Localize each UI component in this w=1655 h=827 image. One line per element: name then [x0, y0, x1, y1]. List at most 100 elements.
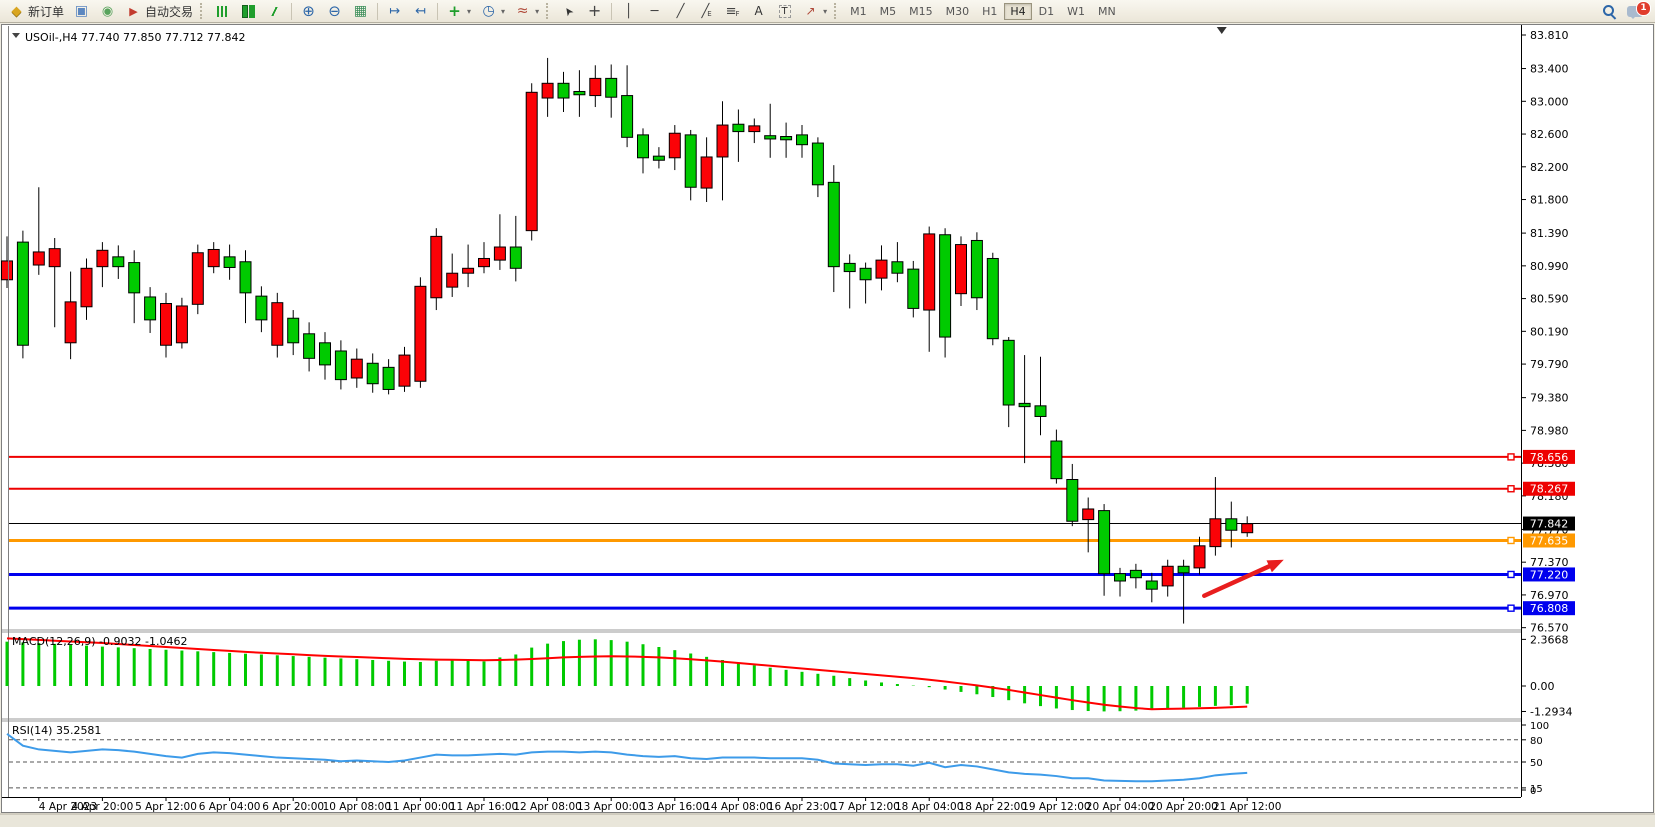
- candle-body: [319, 342, 331, 366]
- auto-scroll-button[interactable]: [382, 0, 407, 22]
- vertical-line-button[interactable]: [616, 0, 641, 22]
- time-axis-label: 20 Apr 04:00: [1086, 801, 1154, 813]
- timeframe-m30-button[interactable]: M30: [945, 4, 970, 18]
- candle-body: [525, 91, 538, 232]
- candle-body: [1034, 405, 1047, 417]
- time-axis-label: 21 Apr 12:00: [1213, 801, 1281, 813]
- new-chart-button[interactable]: ▾: [442, 0, 475, 22]
- timeframe-h1-button[interactable]: H1: [982, 4, 998, 18]
- candle-body: [923, 233, 936, 311]
- candle-body: [430, 235, 443, 299]
- price-axis-tick-label: 80.590: [1530, 293, 1569, 306]
- candle-body: [334, 350, 347, 381]
- bar-chart-icon: [214, 3, 231, 20]
- symbol-dropdown-icon[interactable]: [12, 33, 20, 38]
- level-line-handle[interactable]: [1507, 485, 1515, 493]
- candle-body: [1177, 565, 1190, 574]
- zoom-in-button[interactable]: [296, 0, 321, 22]
- timeframe-mn-button[interactable]: MN: [1098, 4, 1116, 18]
- candle-body: [637, 134, 649, 159]
- level-line-handle[interactable]: [1507, 604, 1515, 612]
- time-axis-label: 4 Apr 2023: [39, 801, 97, 813]
- time-axis-label: 18 Apr 04:00: [895, 801, 963, 813]
- level-line-handle[interactable]: [1507, 453, 1515, 461]
- zoom-out-icon: [326, 3, 343, 20]
- time-axis-label: 13 Apr 16:00: [641, 801, 709, 813]
- candle-body: [80, 267, 93, 308]
- zoom-out-button[interactable]: [322, 0, 347, 22]
- bar-chart-button[interactable]: [210, 0, 235, 22]
- macd-signal-line: [6, 637, 1248, 711]
- tile-windows-button[interactable]: [348, 0, 373, 22]
- toolbar-separator: [291, 2, 293, 20]
- time-axis-label: 14 Apr 08:00: [704, 801, 772, 813]
- candle-body: [811, 142, 824, 186]
- macd-label: MACD(12,26,9) -0.9032 -1.0462: [12, 635, 187, 648]
- horizontal-line-button[interactable]: [642, 0, 667, 22]
- fibonacci-button[interactable]: [720, 0, 745, 22]
- equidistant-channel-button[interactable]: [694, 0, 719, 22]
- time-axis-label: 11 Apr 16:00: [450, 801, 518, 813]
- level-line-handle[interactable]: [1507, 570, 1515, 579]
- toolbar-separator: [834, 3, 839, 19]
- rsi-line: [6, 733, 1248, 783]
- periods-button[interactable]: ▾: [476, 0, 509, 22]
- toolbar-separator: [200, 3, 205, 19]
- arrows-button[interactable]: ▾: [798, 0, 831, 22]
- candle-body: [668, 132, 681, 159]
- new-order-button[interactable]: 新订单: [4, 0, 68, 22]
- chart-shift-marker[interactable]: [1216, 27, 1227, 34]
- candle-body: [239, 261, 252, 294]
- trendline-button[interactable]: [668, 0, 693, 22]
- dropdown-arrow-icon: ▾: [501, 6, 506, 16]
- notifications-button[interactable]: 1: [1627, 0, 1651, 17]
- candle-body: [303, 333, 316, 359]
- equidistant-channel-icon: [698, 3, 715, 20]
- candle-body: [175, 305, 188, 344]
- candle-body: [700, 156, 713, 189]
- price-axis-tick-label: 81.390: [1530, 227, 1569, 240]
- candle-body: [509, 246, 522, 269]
- timeframe-m5-button[interactable]: M5: [879, 4, 897, 18]
- price-axis-tick-label: 82.600: [1530, 128, 1569, 141]
- indicators-button[interactable]: ▾: [510, 0, 543, 22]
- rsi-axis-label: 15: [1530, 784, 1543, 795]
- trend-arrow-head[interactable]: [1266, 559, 1284, 573]
- candle-body: [128, 262, 141, 294]
- timeframe-w1-button[interactable]: W1: [1067, 4, 1085, 18]
- zoom-in-icon: [300, 3, 317, 20]
- candle-body: [1066, 478, 1079, 522]
- crosshair-button[interactable]: [582, 0, 607, 22]
- rsi-axis-label: 80: [1530, 736, 1543, 747]
- auto-trading-button[interactable]: 自动交易: [121, 0, 197, 22]
- line-chart-button[interactable]: [262, 0, 287, 22]
- level-line-handle[interactable]: [1507, 536, 1515, 545]
- candle-body: [1114, 573, 1126, 582]
- timeframe-m15-button[interactable]: M15: [909, 4, 933, 18]
- trendline-icon: [672, 3, 689, 20]
- trend-arrow-annotation[interactable]: [1202, 564, 1272, 598]
- candle-body: [748, 125, 761, 133]
- profile-charts-button[interactable]: [69, 0, 94, 22]
- timeframe-h4-button[interactable]: H4: [1004, 2, 1032, 20]
- time-axis-label: 10 Apr 08:00: [323, 801, 391, 813]
- indicators-icon: [514, 3, 531, 20]
- timeframe-m1-button[interactable]: M1: [850, 4, 867, 18]
- signals-button[interactable]: [95, 0, 120, 22]
- text-button[interactable]: [746, 0, 771, 22]
- candle-body: [350, 358, 363, 379]
- chart-shift-button[interactable]: [408, 0, 433, 22]
- text-label-button[interactable]: [772, 0, 797, 22]
- search-icon[interactable]: [1602, 4, 1617, 19]
- candle-body: [684, 134, 697, 188]
- fibonacci-icon: [724, 3, 741, 20]
- toolbar-right-group: 1: [1602, 0, 1651, 19]
- timeframe-d1-button[interactable]: D1: [1038, 4, 1055, 18]
- cursor-button[interactable]: [556, 0, 581, 22]
- candle-body: [1161, 565, 1174, 587]
- candlestick-chart-button[interactable]: [236, 0, 261, 22]
- price-axis-tick-label: 78.980: [1530, 424, 1569, 437]
- candle-body: [493, 246, 506, 261]
